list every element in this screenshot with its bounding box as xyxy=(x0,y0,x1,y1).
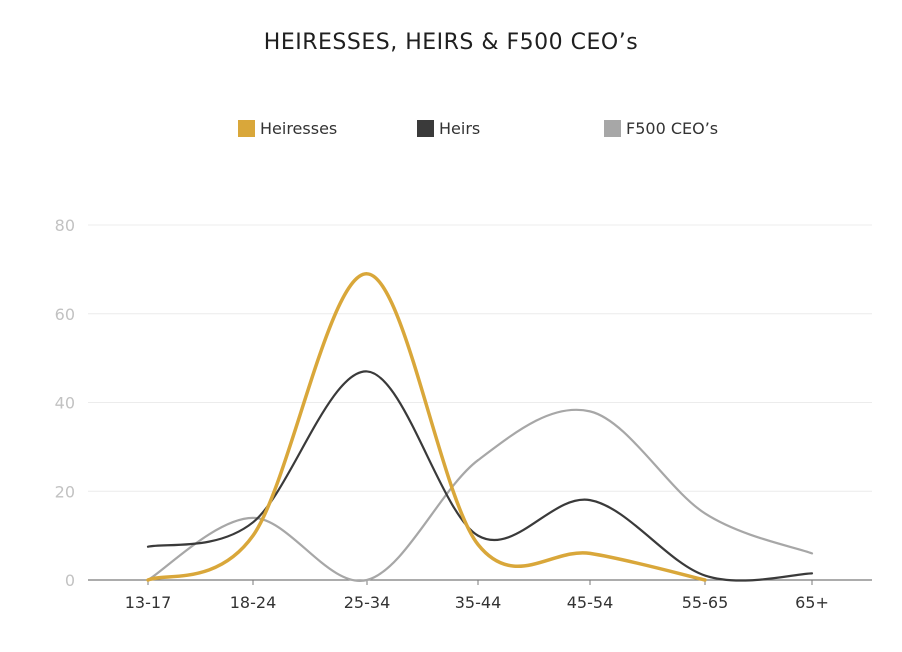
y-tick-label: 80 xyxy=(55,216,75,235)
y-tick-label: 40 xyxy=(55,394,75,413)
y-tick-label: 20 xyxy=(55,482,75,501)
legend-item-heirs: Heirs xyxy=(417,117,480,139)
x-tick-label: 65+ xyxy=(795,593,829,612)
chart-legend: Heiresses Heirs F500 CEO’s xyxy=(0,117,902,141)
legend-item-heiresses: Heiresses xyxy=(238,117,337,139)
x-tick-label: 35-44 xyxy=(455,593,502,612)
legend-swatch-heiresses xyxy=(238,119,255,137)
x-tick-label: 25-34 xyxy=(344,593,391,612)
legend-swatch-f500-ceos xyxy=(604,119,621,137)
legend-label-heiresses: Heiresses xyxy=(260,118,338,138)
y-tick-label: 60 xyxy=(55,305,75,324)
series-line-f500-ceos xyxy=(146,408,814,582)
chart-title: HEIRESSES, HEIRS & F500 CEO’s xyxy=(263,30,639,55)
legend-label-heirs: Heirs xyxy=(439,118,481,138)
x-tick-label: 45-54 xyxy=(567,593,614,612)
series-line-heiresses xyxy=(146,272,707,582)
legend-item-f500-ceos: F500 CEO’s xyxy=(604,117,718,139)
x-tick-label: 55-65 xyxy=(682,593,729,612)
x-tick-label: 13-17 xyxy=(125,593,172,612)
legend-label-f500-ceos: F500 CEO’s xyxy=(626,118,719,138)
legend-swatch-heirs xyxy=(417,119,434,137)
x-tick-label: 18-24 xyxy=(230,593,277,612)
y-tick-label: 0 xyxy=(65,571,75,590)
